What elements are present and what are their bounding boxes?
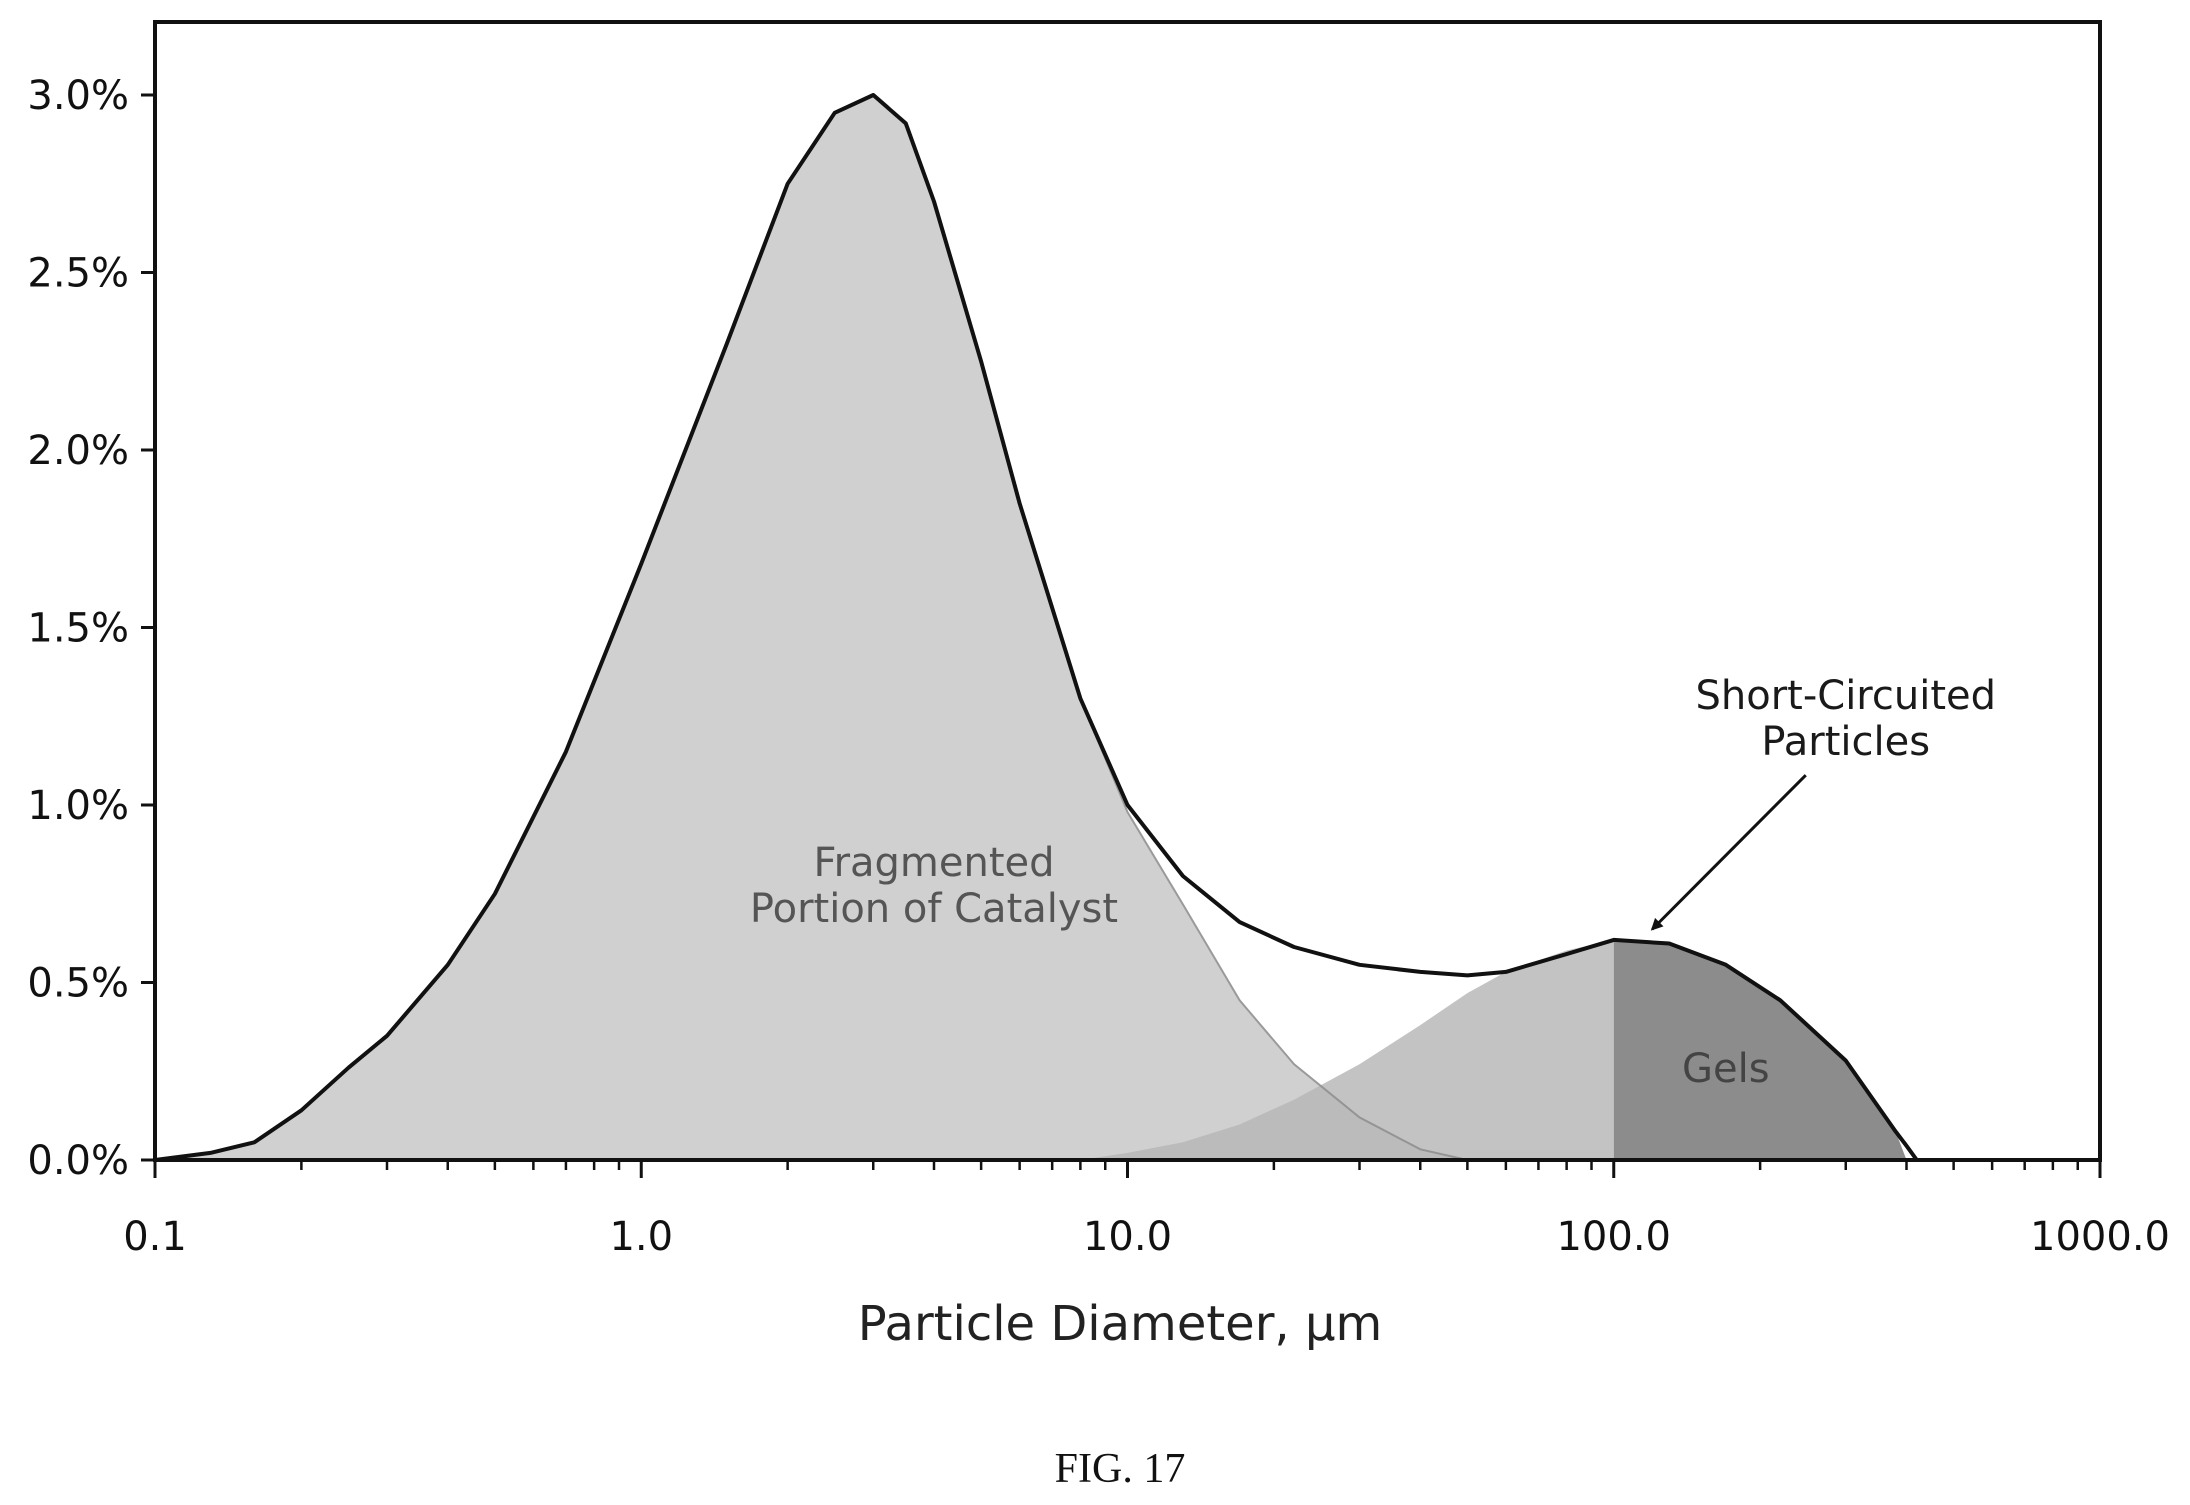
annotation-line: Portion of Catalyst xyxy=(750,886,1118,932)
y-tick-label: 0.5% xyxy=(27,961,129,1007)
annotation-line: Gels xyxy=(1682,1046,1770,1092)
y-tick-label: 2.0% xyxy=(27,428,129,474)
x-tick-label: 100.0 xyxy=(1556,1214,1671,1260)
annotation-line: Particles xyxy=(1761,719,1930,765)
figure-caption: FIG. 17 xyxy=(1055,1446,1186,1492)
total-curve-outline xyxy=(154,93,2100,1162)
annotation-line: Fragmented xyxy=(813,840,1054,886)
x-tick-label: 1.0 xyxy=(609,1214,673,1260)
area-fills xyxy=(154,93,1907,1161)
axes xyxy=(141,20,2102,1178)
annotation-arrow xyxy=(1650,774,1807,931)
total-curve-line xyxy=(154,93,2100,1162)
annotation-label: Gels xyxy=(1682,1046,1770,1092)
y-tick-label: 2.5% xyxy=(27,251,129,297)
x-tick-label: 10.0 xyxy=(1083,1214,1172,1260)
y-tick-label: 1.5% xyxy=(27,606,129,652)
y-tick-label: 0.0% xyxy=(27,1138,129,1184)
tick-labels: 0.0% 0.5% 1.0% 1.5% 2.0% 2.5% 3.0% 0.1 1.0 10.0 10… xyxy=(27,73,2170,1260)
annotation-line: Short-Circuited xyxy=(1695,673,1996,719)
x-axis-title: Particle Diameter, µm xyxy=(858,1296,1383,1352)
gels-area xyxy=(1613,939,1907,1160)
overlap-shade xyxy=(1080,939,1614,1160)
x-tick-label: 1000.0 xyxy=(2030,1214,2170,1260)
x-tick-label: 0.1 xyxy=(123,1214,187,1260)
short-circuited-area xyxy=(1080,939,1614,1160)
annotations: Fragmented Portion of Catalyst Short-Circu… xyxy=(750,673,1996,1092)
y-tick-label: 1.0% xyxy=(27,783,129,829)
fragmented-area xyxy=(154,93,1468,1161)
y-tick-label: 3.0% xyxy=(27,73,129,119)
annotation-label: Fragmented Portion of Catalyst xyxy=(750,840,1118,932)
annotation-label: Short-Circuited Particles xyxy=(1695,673,1996,765)
